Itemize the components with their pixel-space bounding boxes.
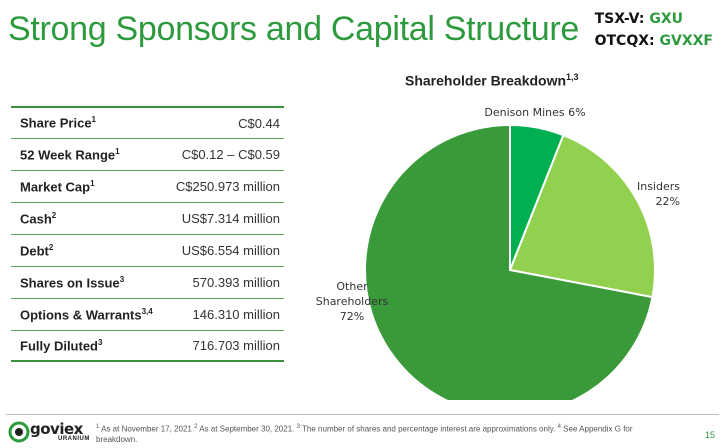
goviex-logo: goviex URANIUM bbox=[8, 420, 90, 444]
row-value: 716.703 million bbox=[192, 338, 280, 353]
row-value: US$7.314 million bbox=[181, 211, 280, 226]
row-value: 146.310 million bbox=[192, 307, 280, 322]
footnote-text: As at September 30, 2021. bbox=[197, 424, 297, 434]
table-row: Share Price1 C$0.44 bbox=[11, 106, 284, 138]
footnote-marker: 2 bbox=[194, 424, 198, 430]
footnote-marker: 3 bbox=[296, 424, 300, 430]
pie-label-insiders: Insiders 22% bbox=[637, 180, 680, 208]
table-row: Cash2 US$7.314 million bbox=[11, 202, 284, 234]
footnote-marker: 1 bbox=[96, 424, 100, 430]
row-label: Cash2 bbox=[20, 211, 56, 226]
row-label: Share Price1 bbox=[20, 115, 96, 130]
row-label-note: 2 bbox=[48, 242, 54, 252]
row-label-note: 2 bbox=[51, 210, 57, 220]
capital-structure-table: Share Price1 C$0.44 52 Week Range1 C$0.12 –… bbox=[11, 106, 284, 362]
row-label: Fully Diluted3 bbox=[20, 338, 102, 353]
row-label-note: 1 bbox=[90, 178, 95, 188]
row-label-text: Market Cap bbox=[20, 179, 91, 195]
ticker-otcqx-label: OTCQX: bbox=[594, 33, 655, 49]
row-label: 52 Week Range1 bbox=[20, 147, 120, 162]
footnotes: 1 As at November 17, 2021 2 As at Septem… bbox=[96, 422, 676, 445]
ticker-tsxv: TSX-V: GXU bbox=[595, 8, 713, 30]
chart-title-text: Shareholder Breakdown bbox=[405, 72, 567, 89]
pie-slice-other-shareholders bbox=[364, 123, 654, 400]
row-label-text: Share Price bbox=[20, 115, 92, 131]
row-label: Market Cap1 bbox=[20, 179, 95, 194]
row-value: C$0.12 – C$0.59 bbox=[181, 147, 280, 162]
pie-label-denison-mines: Denison Mines 6% bbox=[484, 106, 585, 119]
ticker-otcqx: OTCQX: GVXXF bbox=[595, 30, 713, 52]
page-title: Strong Sponsors and Capital Structure bbox=[8, 10, 580, 48]
ticker-otcqx-value: GVXXF bbox=[659, 33, 713, 49]
row-label-note: 3 bbox=[119, 274, 125, 284]
table-row: Shares on Issue3 570.393 million bbox=[11, 266, 284, 298]
row-label-text: Shares on Issue bbox=[20, 275, 120, 291]
footnote-text: The number of shares and percentage inte… bbox=[299, 424, 558, 434]
row-label-note: 1 bbox=[115, 146, 120, 156]
table-row: 52 Week Range1 C$0.12 – C$0.59 bbox=[11, 138, 284, 170]
chart-title-note: 1,3 bbox=[566, 72, 579, 82]
logo-mark-icon bbox=[8, 421, 30, 443]
table-row: Debt2 US$6.554 million bbox=[11, 234, 284, 266]
pie-label-other-shareholders: Other Shareholders 72% bbox=[316, 280, 389, 323]
logo-subtitle: URANIUM bbox=[58, 436, 90, 442]
row-label: Shares on Issue3 bbox=[20, 275, 124, 290]
footnote-text: As at November 17, 2021 bbox=[99, 424, 195, 434]
table-row: Fully Diluted3 716.703 million bbox=[11, 330, 284, 362]
ticker-block: TSX-V: GXU OTCQX: GVXXF bbox=[595, 8, 713, 52]
chart-title: Shareholder Breakdown1,3 bbox=[405, 72, 579, 89]
row-label-text: Debt bbox=[20, 243, 49, 259]
row-label-note: 1 bbox=[91, 115, 96, 125]
row-label-text: Options & Warrants bbox=[20, 307, 142, 323]
page-number: 15 bbox=[704, 430, 715, 440]
footnote-text: See Appendix G for breakdown. bbox=[96, 424, 633, 444]
pie-slice-insiders bbox=[508, 133, 656, 299]
logo-wordmark: goviex bbox=[30, 420, 83, 438]
row-label-text: Fully Diluted bbox=[20, 338, 98, 354]
footnote-marker: 4 bbox=[557, 424, 561, 430]
row-label: Debt2 bbox=[20, 243, 53, 258]
row-label-text: 52 Week Range bbox=[20, 147, 116, 163]
row-value: 570.393 million bbox=[192, 275, 280, 290]
table-row: Options & Warrants3,4 146.310 million bbox=[11, 298, 284, 330]
shareholder-pie-chart: Denison Mines 6% Insiders 22% Other Sharehol… bbox=[316, 106, 680, 400]
ticker-tsxv-label: TSX-V: bbox=[594, 11, 645, 27]
row-label-note: 3 bbox=[98, 337, 103, 347]
ticker-tsxv-value: GXU bbox=[649, 11, 684, 27]
row-label: Options & Warrants3,4 bbox=[20, 307, 153, 322]
row-value: US$6.554 million bbox=[181, 243, 280, 258]
row-value: C$250.973 million bbox=[175, 179, 280, 194]
footer-divider bbox=[6, 414, 719, 415]
table-row: Market Cap1 C$250.973 million bbox=[11, 170, 284, 202]
row-label-text: Cash bbox=[20, 211, 52, 227]
row-value: C$0.44 bbox=[238, 115, 280, 131]
row-label-note: 3,4 bbox=[141, 306, 153, 316]
